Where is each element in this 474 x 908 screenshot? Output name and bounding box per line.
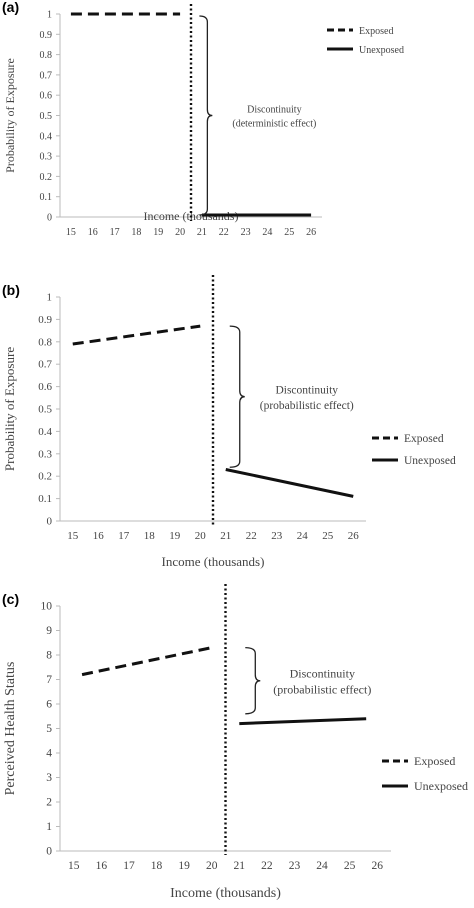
panel-2-y-axis-title: Probability of Exposure: [2, 347, 17, 471]
panel-2-y-tick-label: 0.7: [38, 359, 52, 371]
panel-2-y-tick-label: 0.5: [38, 404, 52, 416]
panel-2-x-axis-title: Income (thousands): [162, 554, 265, 569]
panel-1-y-tick-label: 0.8: [40, 50, 53, 61]
panel-1-y-tick-label: 0.4: [40, 131, 53, 142]
panel-1-y-tick-label: 0.7: [40, 70, 53, 81]
panel-2-legend-label-exposed: Exposed: [404, 433, 444, 445]
panel-2-x-tick-label: 21: [220, 530, 231, 542]
panel-1-x-tick-label: 26: [306, 227, 316, 238]
panel-2-x-tick-label: 19: [169, 530, 181, 542]
panel-3-x-tick-label: 20: [206, 860, 218, 872]
panel-3-legend-label-exposed: Exposed: [414, 754, 455, 768]
panel-3-y-tick-label: 8: [46, 650, 52, 662]
panel-2-x-tick-label: 18: [144, 530, 156, 542]
panel-1-x-tick-label: 16: [88, 227, 98, 238]
panel-3-annotation-line-1: Discontinuity: [290, 667, 355, 681]
panel-1-x-tick-label: 21: [197, 227, 207, 238]
panel-1-y-tick-label: 1: [47, 10, 52, 21]
panel-2-y-tick-label: 0.2: [38, 471, 52, 483]
panel-2-discontinuity-brace: [229, 325, 245, 468]
panel-2-y-tick-label: 0.4: [38, 426, 52, 438]
panel-3-x-tick-label: 25: [344, 860, 356, 872]
panel-3-y-tick-label: 4: [46, 748, 52, 760]
panel-3-y-tick-label: 10: [41, 601, 53, 613]
panel-1-y-tick-label: 0: [47, 213, 52, 224]
panel-1-y-tick-label: 0.9: [40, 30, 53, 41]
panel-1-x-tick-label: 24: [262, 227, 272, 238]
panel-1-y-tick-label: 0.2: [40, 172, 53, 183]
panel-2-label: (b): [2, 282, 20, 298]
panel-3-annotation-line-2: (probabilistic effect): [273, 683, 371, 697]
panel-1-x-tick-label: 17: [110, 227, 120, 238]
panel-1-x-tick-label: 15: [66, 227, 76, 238]
panel-1-x-tick-label: 18: [131, 227, 141, 238]
panel-3-x-tick-label: 16: [96, 860, 108, 872]
panel-2-x-tick-label: 20: [195, 530, 207, 542]
panel-1-x-tick-label: 25: [284, 227, 294, 238]
panel-3-x-tick-label: 23: [289, 860, 301, 872]
panel-2-series-unexposed-line: [225, 468, 354, 498]
panel-2-y-tick-label: 0.9: [38, 314, 52, 326]
panel-2-annotation-line-1: Discontinuity: [275, 385, 338, 397]
panel-3-label: (c): [2, 591, 19, 607]
panel-3-x-tick-label: 15: [68, 860, 80, 872]
panel-1-legend-label-exposed: Exposed: [359, 26, 393, 37]
panel-3-x-tick-label: 22: [261, 860, 273, 872]
panel-3-y-tick-label: 3: [46, 772, 52, 784]
panel-1-x-tick-label: 19: [153, 227, 163, 238]
panel-3-x-tick-label: 18: [151, 860, 163, 872]
panel-2-x-tick-label: 16: [93, 530, 105, 542]
panel-2-x-tick-label: 17: [118, 530, 130, 542]
panel-3-y-axis-title: Perceived Health Status: [3, 662, 18, 796]
panel-3-y-tick-label: 9: [46, 625, 52, 637]
panel-3-x-tick-label: 19: [178, 860, 190, 872]
panel-3-x-tick-label: 17: [123, 860, 135, 872]
panel-3-y-tick-label: 5: [46, 723, 52, 735]
panel-3-x-tick-label: 24: [316, 860, 328, 872]
panel-3-series-unexposed-line: [239, 717, 367, 726]
panel-3-legend-label-unexposed: Unexposed: [414, 779, 468, 793]
panel-3-y-tick-label: 0: [46, 846, 52, 858]
panel-1-y-tick-label: 0.5: [40, 111, 53, 122]
panel-3-y-tick-label: 6: [46, 699, 52, 711]
panel-3-y-tick-label: 7: [46, 674, 52, 686]
panel-2-y-tick-label: 1: [47, 292, 53, 304]
panel-3-x-tick-label: 21: [234, 860, 246, 872]
panel-1-annotation-line-2: (deterministic effect): [232, 119, 316, 130]
panel-1-y-axis-title: Probability of Exposure: [3, 58, 17, 173]
panel-2-x-tick-label: 22: [246, 530, 257, 542]
panel-2-y-tick-label: 0: [47, 516, 53, 528]
panel-1-y-tick-label: 0.1: [40, 192, 53, 203]
panel-1-y-tick-label: 0.3: [40, 152, 53, 163]
panel-2-series-exposed-line: [72, 324, 201, 346]
panel-3-x-tick-label: 26: [371, 860, 383, 872]
panel-1-x-tick-label: 22: [219, 227, 229, 238]
panel-2-x-tick-label: 23: [271, 530, 283, 542]
panel-2-legend-label-unexposed: Unexposed: [404, 455, 456, 467]
panel-3-series-exposed-line: [81, 646, 213, 677]
panel-1-discontinuity-brace: [199, 15, 213, 216]
panel-3-x-axis-title: Income (thousands): [170, 886, 281, 901]
panel-2-x-tick-label: 15: [67, 530, 79, 542]
panel-1-y-tick-label: 0.6: [40, 91, 53, 102]
panel-2-x-tick-label: 25: [322, 530, 334, 542]
panel-2-y-tick-label: 0.3: [38, 448, 52, 460]
panel-2-y-tick-label: 0.1: [38, 493, 52, 505]
panel-3-discontinuity-brace: [245, 647, 261, 715]
panel-2-y-tick-label: 0.8: [38, 336, 52, 348]
panel-1-legend-label-unexposed: Unexposed: [359, 45, 404, 56]
panel-2-x-tick-label: 26: [348, 530, 360, 542]
panel-1-x-tick-label: 23: [241, 227, 251, 238]
panel-1-label: (a): [2, 0, 19, 15]
panel-2-x-tick-label: 24: [297, 530, 309, 542]
panel-1-x-tick-label: 20: [175, 227, 185, 238]
panel-2-y-tick-label: 0.6: [38, 381, 52, 393]
panel-3-y-tick-label: 2: [46, 797, 52, 809]
panel-2-annotation-line-2: (probabilistic effect): [260, 400, 354, 412]
panel-3-y-tick-label: 1: [46, 821, 52, 833]
panel-1-annotation-line-1: Discontinuity: [247, 105, 301, 116]
